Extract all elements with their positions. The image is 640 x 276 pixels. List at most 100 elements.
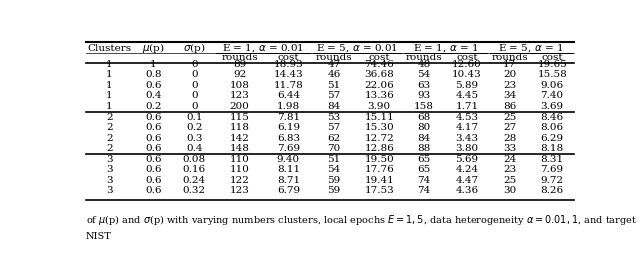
Text: 0.6: 0.6	[145, 187, 162, 195]
Text: 6.83: 6.83	[276, 134, 300, 143]
Text: 5.69: 5.69	[455, 155, 479, 164]
Text: 1: 1	[106, 91, 113, 100]
Text: 1.98: 1.98	[276, 102, 300, 111]
Text: 8.71: 8.71	[276, 176, 300, 185]
Text: 200: 200	[230, 102, 250, 111]
Text: 3: 3	[106, 176, 113, 185]
Text: 9.40: 9.40	[276, 155, 300, 164]
Text: 20: 20	[503, 70, 516, 79]
Text: 18.93: 18.93	[273, 60, 303, 69]
Text: 57: 57	[327, 91, 340, 100]
Text: 88: 88	[417, 144, 431, 153]
Text: NIST: NIST	[86, 232, 112, 242]
Text: 54: 54	[327, 165, 340, 174]
Text: 1: 1	[106, 81, 113, 90]
Text: 23: 23	[503, 165, 516, 174]
Text: 62: 62	[327, 134, 340, 143]
Text: 0: 0	[191, 60, 198, 69]
Text: 4.17: 4.17	[455, 123, 479, 132]
Text: 14.43: 14.43	[273, 70, 303, 79]
Text: 86: 86	[503, 102, 516, 111]
Text: 7.40: 7.40	[541, 91, 564, 100]
Text: 3: 3	[106, 187, 113, 195]
Text: 47: 47	[327, 60, 340, 69]
Text: Clusters: Clusters	[88, 44, 132, 53]
Text: 6.29: 6.29	[541, 134, 564, 143]
Text: 2: 2	[106, 113, 113, 122]
Text: cost: cost	[369, 53, 390, 62]
Text: 70: 70	[327, 144, 340, 153]
Text: 4.45: 4.45	[455, 91, 479, 100]
Text: 2: 2	[106, 134, 113, 143]
Text: rounds: rounds	[492, 53, 528, 62]
Text: 3.90: 3.90	[368, 102, 391, 111]
Text: 7.69: 7.69	[276, 144, 300, 153]
Text: 48: 48	[417, 60, 431, 69]
Text: 68: 68	[417, 113, 431, 122]
Text: 1: 1	[106, 60, 113, 69]
Text: 8.31: 8.31	[541, 155, 564, 164]
Text: 0.3: 0.3	[186, 134, 202, 143]
Text: 0.08: 0.08	[182, 155, 205, 164]
Text: 0.6: 0.6	[145, 113, 162, 122]
Text: 74: 74	[417, 176, 431, 185]
Text: 4.36: 4.36	[455, 187, 479, 195]
Text: 158: 158	[414, 102, 434, 111]
Text: 0.4: 0.4	[145, 91, 162, 100]
Text: of $\mu$(p) and $\sigma$(p) with varying numbers clusters, local epochs $E = 1, : of $\mu$(p) and $\sigma$(p) with varying…	[86, 213, 637, 227]
Text: 33: 33	[503, 144, 516, 153]
Text: 12.60: 12.60	[452, 60, 482, 69]
Text: 148: 148	[230, 144, 250, 153]
Text: 3: 3	[106, 155, 113, 164]
Text: 89: 89	[233, 60, 246, 69]
Text: 84: 84	[417, 134, 431, 143]
Text: 123: 123	[230, 91, 250, 100]
Text: 15.11: 15.11	[364, 113, 394, 122]
Text: 15.58: 15.58	[538, 70, 567, 79]
Text: 92: 92	[233, 70, 246, 79]
Text: 1.71: 1.71	[455, 102, 479, 111]
Text: 15.30: 15.30	[364, 123, 394, 132]
Text: 65: 65	[417, 165, 431, 174]
Text: 25: 25	[503, 113, 516, 122]
Text: 0.1: 0.1	[186, 113, 202, 122]
Text: 12.86: 12.86	[364, 144, 394, 153]
Text: 13.36: 13.36	[364, 91, 394, 100]
Text: rounds: rounds	[221, 53, 258, 62]
Text: 115: 115	[230, 113, 250, 122]
Text: 19.50: 19.50	[364, 155, 394, 164]
Text: 0.6: 0.6	[145, 155, 162, 164]
Text: 93: 93	[417, 91, 431, 100]
Text: 110: 110	[230, 155, 250, 164]
Text: 8.18: 8.18	[541, 144, 564, 153]
Text: 6.19: 6.19	[276, 123, 300, 132]
Text: 27: 27	[503, 123, 516, 132]
Text: 25: 25	[503, 176, 516, 185]
Text: 8.11: 8.11	[276, 165, 300, 174]
Text: 0.16: 0.16	[182, 165, 205, 174]
Text: 23: 23	[503, 81, 516, 90]
Text: 57: 57	[327, 123, 340, 132]
Text: 122: 122	[230, 176, 250, 185]
Text: 0.6: 0.6	[145, 134, 162, 143]
Text: cost: cost	[278, 53, 299, 62]
Text: 74.46: 74.46	[364, 60, 394, 69]
Text: 17: 17	[503, 60, 516, 69]
Text: 0: 0	[191, 102, 198, 111]
Text: 12.72: 12.72	[364, 134, 394, 143]
Text: $\sigma$(p): $\sigma$(p)	[183, 41, 205, 55]
Text: 1: 1	[150, 60, 157, 69]
Text: 74: 74	[417, 187, 431, 195]
Text: E = 1, $\alpha$ = 1: E = 1, $\alpha$ = 1	[413, 43, 478, 54]
Text: 28: 28	[503, 134, 516, 143]
Text: E = 5, $\alpha$ = 1: E = 5, $\alpha$ = 1	[498, 43, 564, 54]
Text: 9.06: 9.06	[541, 81, 564, 90]
Text: 24: 24	[503, 155, 516, 164]
Text: E = 1, $\alpha$ = 0.01: E = 1, $\alpha$ = 0.01	[222, 43, 304, 54]
Text: 0.6: 0.6	[145, 81, 162, 90]
Text: 7.69: 7.69	[541, 165, 564, 174]
Text: 53: 53	[327, 113, 340, 122]
Text: E = 5, $\alpha$ = 0.01: E = 5, $\alpha$ = 0.01	[316, 43, 398, 54]
Text: 36.68: 36.68	[364, 70, 394, 79]
Text: 80: 80	[417, 123, 431, 132]
